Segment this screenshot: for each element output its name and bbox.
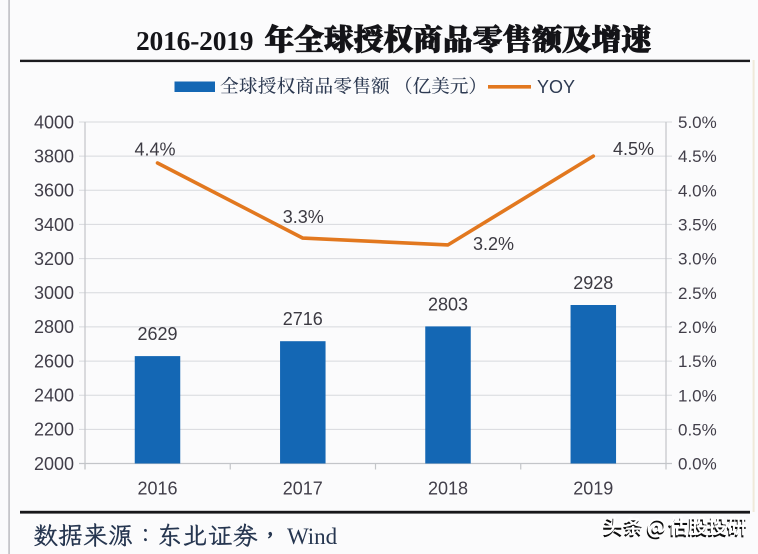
svg-text:3.5%: 3.5% [678, 216, 717, 235]
svg-text:0.0%: 0.0% [678, 455, 717, 474]
svg-text:2016: 2016 [137, 479, 177, 499]
svg-text:1.0%: 1.0% [678, 386, 717, 405]
svg-text:2928: 2928 [573, 273, 613, 293]
svg-text:2.5%: 2.5% [678, 284, 717, 303]
svg-text:2000: 2000 [34, 454, 74, 474]
svg-text:1.5%: 1.5% [678, 352, 717, 371]
svg-text:5.0%: 5.0% [678, 113, 717, 132]
svg-text:3000: 3000 [34, 283, 74, 303]
svg-text:2629: 2629 [137, 324, 177, 344]
svg-text:2600: 2600 [34, 351, 74, 371]
svg-text:2800: 2800 [34, 317, 74, 337]
svg-text:3600: 3600 [34, 181, 74, 201]
svg-text:2.0%: 2.0% [678, 318, 717, 337]
svg-text:3.2%: 3.2% [473, 234, 514, 254]
svg-text:2803: 2803 [428, 294, 468, 314]
svg-text:4.0%: 4.0% [678, 181, 717, 200]
svg-text:4.5%: 4.5% [678, 147, 717, 166]
svg-text:YOY: YOY [537, 77, 575, 97]
svg-text:2016-2019: 2016-2019 [136, 25, 253, 56]
svg-text:0.5%: 0.5% [678, 421, 717, 440]
svg-text:3800: 3800 [34, 146, 74, 166]
svg-text:3400: 3400 [34, 215, 74, 235]
svg-text:2716: 2716 [283, 309, 323, 329]
svg-text:4.4%: 4.4% [135, 140, 176, 160]
svg-text:2200: 2200 [34, 420, 74, 440]
svg-text:4000: 4000 [34, 112, 74, 132]
svg-text:2019: 2019 [573, 479, 613, 499]
svg-text:Wind: Wind [287, 524, 338, 549]
svg-text:2400: 2400 [34, 386, 74, 406]
svg-text:4.5%: 4.5% [613, 139, 654, 159]
svg-text:3200: 3200 [34, 249, 74, 269]
svg-text:3.3%: 3.3% [283, 207, 324, 227]
svg-text:3.0%: 3.0% [678, 250, 717, 269]
svg-text:2018: 2018 [428, 479, 468, 499]
svg-text:2017: 2017 [283, 479, 323, 499]
